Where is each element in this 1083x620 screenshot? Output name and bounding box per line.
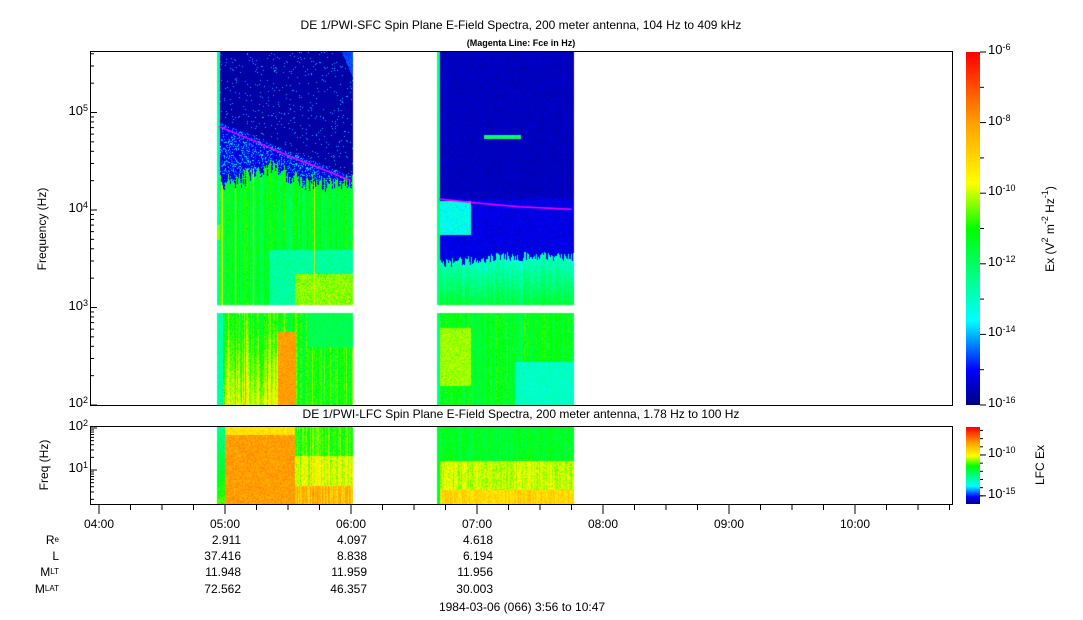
lfc-y-tick-label: 102 (68, 418, 88, 433)
ephemeris-value: 46.357 (330, 582, 367, 596)
ephemeris-value: 37.416 (204, 549, 241, 563)
lfc-plot-frame (90, 426, 953, 505)
ephemeris-value: 6.194 (462, 549, 493, 563)
sfc-y-tick-label: 104 (68, 200, 88, 215)
ephemeris-value: 4.097 (336, 533, 367, 547)
date-range: 1984-03-06 (066) 3:56 to 10:47 (438, 600, 606, 614)
time-tick-label: 07:00 (461, 517, 493, 531)
ephemeris-value: 11.948 (205, 565, 241, 579)
sfc-title: DE 1/PWI-SFC Spin Plane E-Field Spectra,… (300, 18, 742, 32)
lfc-colorbar-tick-label: 10-15 (988, 485, 1016, 501)
ephemeris-value: 8.838 (336, 549, 367, 563)
colorbar-tick-label: 10-12 (988, 253, 1016, 269)
ephemeris-row-label: MLT (40, 565, 59, 579)
ephemeris-value: 11.956 (457, 565, 493, 579)
ephemeris-row-label: L (52, 549, 59, 563)
sfc-subtitle: (Magenta Line: Fce in Hz) (466, 38, 576, 48)
time-tick-label: 05:00 (209, 517, 241, 531)
time-tick-label: 04:00 (83, 517, 115, 531)
colorbar-tick-label: 10-16 (988, 395, 1016, 410)
time-tick-label: 09:00 (713, 517, 745, 531)
colorbar-tick-label: 10-10 (988, 183, 1016, 199)
lfc-title: DE 1/PWI-LFC Spin Plane E-Field Spectra,… (302, 407, 740, 421)
lfc-y-tick-label: 101 (68, 460, 88, 475)
lfc-spectrogram (91, 427, 953, 504)
sfc-y-axis-label: Frequency (Hz) (35, 187, 49, 271)
time-tick-label: 06:00 (335, 517, 367, 531)
ephemeris-value: 72.562 (204, 582, 241, 596)
sfc-plot-frame (90, 51, 953, 406)
ephemeris-value: 4.618 (462, 533, 493, 547)
ephemeris-row-label: Re (45, 533, 59, 547)
sfc-spectrogram (91, 52, 953, 405)
lfc-colorbar (966, 427, 980, 504)
ephemeris-value: 11.959 (331, 565, 367, 579)
sfc-y-tick-label: 103 (68, 297, 88, 313)
lfc-colorbar-tick-label: 10-10 (988, 444, 1016, 460)
colorbar-tick-label: 10-6 (988, 42, 1011, 57)
ephemeris-row-label: MLAT (34, 582, 59, 596)
ephemeris-value: 2.911 (211, 533, 241, 547)
sfc-colorbar-label: Ex (V2 m-2 Hz-1) (1040, 186, 1057, 272)
sfc-y-tick-label: 105 (68, 102, 88, 118)
lfc-y-axis-label: Freq (Hz) (37, 439, 51, 491)
colorbar-tick-label: 10-14 (988, 324, 1016, 340)
time-tick-label: 08:00 (587, 517, 619, 531)
ephemeris-value: 30.003 (456, 582, 493, 596)
sfc-colorbar (966, 52, 980, 405)
time-tick-label: 10:00 (839, 517, 871, 531)
lfc-colorbar-label: LFC Ex (1033, 445, 1047, 486)
colorbar-tick-label: 10-8 (988, 112, 1011, 128)
sfc-y-tick-label: 102 (68, 395, 88, 410)
